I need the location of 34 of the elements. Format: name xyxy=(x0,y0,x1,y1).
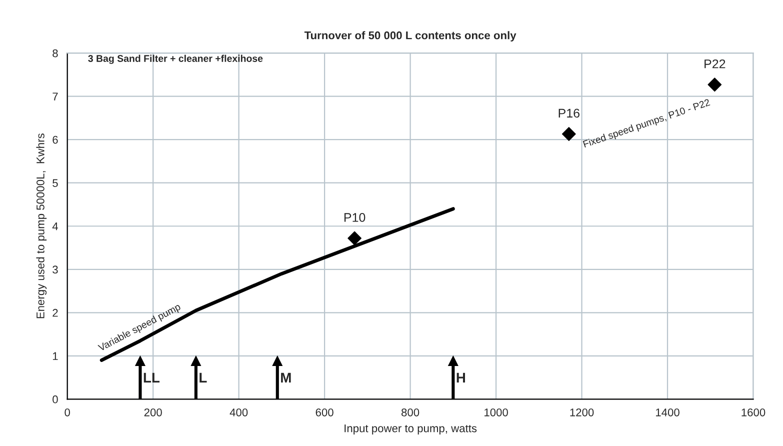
x-tick-label: 0 xyxy=(64,408,70,416)
text: Fixed speed pumps, P10 - P22 xyxy=(582,98,711,150)
ref-line-label: L xyxy=(200,372,207,382)
point xyxy=(708,78,722,92)
y-tick-label: 6 xyxy=(52,136,58,144)
point xyxy=(348,231,362,246)
ref-line-label: H xyxy=(456,372,465,382)
x-axis-title: Input power to pump, watts xyxy=(344,424,477,434)
point xyxy=(562,127,576,141)
x-tick-label: 400 xyxy=(230,408,248,416)
annotation: 3 Bag Sand Filter + cleaner +flexihose xyxy=(88,54,263,64)
y-tick-label: 2 xyxy=(52,308,58,317)
x-tick-label: 1200 xyxy=(570,408,594,416)
y-tick-label: 8 xyxy=(52,49,58,58)
x-tick-label: 1600 xyxy=(742,408,766,416)
annotation: P10 xyxy=(344,213,366,222)
x-tick-label: 1400 xyxy=(656,408,680,416)
annotation: P22 xyxy=(704,59,726,68)
x-tick-label: 800 xyxy=(402,408,420,416)
line-series xyxy=(100,207,455,362)
x-tick-label: 600 xyxy=(316,408,334,416)
y-tick-label: 4 xyxy=(52,222,58,230)
y-tick-label: 3 xyxy=(52,266,58,274)
y-tick-label: 7 xyxy=(52,92,58,100)
y-axis-title: Energy used to pump 50000L, Kwhrs xyxy=(36,134,47,318)
ref-line-label: LL xyxy=(144,372,160,382)
x-tick-label: 200 xyxy=(144,408,162,416)
y-tick-label: 5 xyxy=(52,179,58,187)
ref-line-label: M xyxy=(281,372,291,382)
y-tick-label: 0 xyxy=(52,395,58,404)
x-tick-label: 1000 xyxy=(484,408,508,416)
chart-title: Turnover of 50 000 L contents once only xyxy=(304,31,516,42)
y-tick-label: 1 xyxy=(52,352,58,360)
annotation: P16 xyxy=(558,108,580,118)
